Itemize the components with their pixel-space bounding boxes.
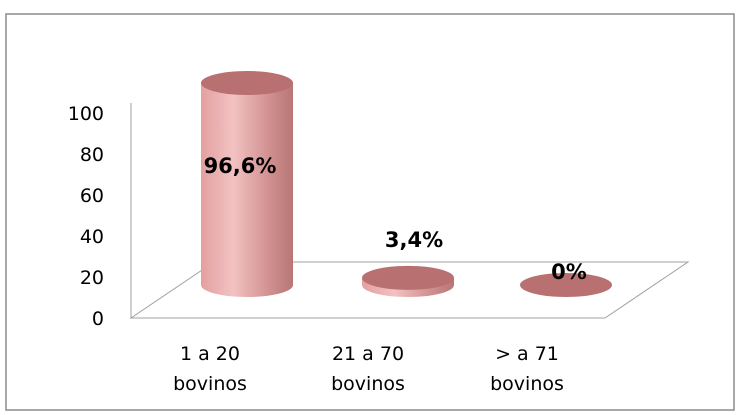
bar-1 bbox=[201, 71, 293, 297]
chart-floor bbox=[129, 261, 690, 319]
y-tick-label: 80 bbox=[80, 144, 104, 166]
data-label: 3,4% bbox=[385, 228, 443, 252]
y-tick-label: 20 bbox=[80, 267, 104, 289]
x-tick-label: 21 a 70 bbox=[332, 343, 404, 365]
bar-top bbox=[520, 273, 612, 297]
y-tick-label: 0 bbox=[92, 308, 104, 330]
data-label: 0% bbox=[551, 260, 587, 284]
chart-border bbox=[5, 13, 735, 411]
bar-body bbox=[201, 83, 293, 297]
y-tick-label: 60 bbox=[80, 185, 104, 207]
x-tick-label: 1 a 20 bbox=[180, 343, 240, 365]
bars bbox=[201, 71, 612, 297]
y-tick-label: 40 bbox=[80, 226, 104, 248]
x-tick-label: bovinos bbox=[331, 373, 405, 395]
x-tick-label: bovinos bbox=[173, 373, 247, 395]
x-tick-labels: 1 a 20 bovinos 21 a 70 bovinos > a 71 bovinos bbox=[173, 343, 564, 395]
y-tick-labels: 0 20 40 60 80 100 bbox=[68, 103, 104, 330]
x-tick-label: > a 71 bbox=[495, 343, 559, 365]
x-tick-label: bovinos bbox=[490, 373, 564, 395]
bar-top bbox=[201, 71, 293, 95]
bar-3 bbox=[520, 273, 612, 297]
bar-top bbox=[362, 265, 454, 290]
y-tick-label: 100 bbox=[68, 103, 104, 125]
bar-2 bbox=[362, 265, 454, 297]
data-labels: 96,6% 3,4% 0% bbox=[204, 154, 587, 284]
data-label: 96,6% bbox=[204, 154, 277, 178]
